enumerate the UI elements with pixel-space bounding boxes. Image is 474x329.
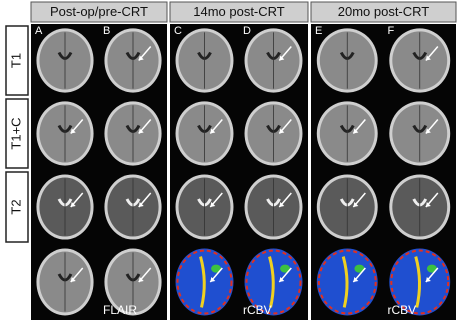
rcbv-hotspot — [414, 256, 421, 308]
arrow-head — [353, 128, 359, 134]
arrow-head — [210, 277, 216, 282]
rcbv-green — [280, 264, 291, 273]
arrow-head — [353, 202, 359, 207]
arrow-head — [425, 202, 431, 207]
panel-letter: C — [174, 25, 182, 37]
rcbv-rim — [245, 249, 302, 315]
rcbv-hotspot — [341, 256, 349, 308]
sequence-label: FLAIR — [103, 303, 137, 317]
column-header: Post-op/pre-CRT — [50, 4, 148, 19]
arrow-head — [279, 128, 285, 134]
rcbv-green — [211, 264, 222, 273]
arrow-head — [70, 277, 76, 282]
arrow-head — [279, 277, 285, 282]
row-label: T1 — [8, 53, 23, 68]
arrow-head — [210, 202, 216, 207]
arrow-head — [138, 55, 144, 61]
header-box — [310, 1, 457, 23]
arrow-head — [425, 128, 431, 134]
header-box — [30, 1, 168, 23]
header-box — [169, 1, 309, 23]
sequence-label: rCBV — [388, 303, 417, 317]
panel-letter: B — [103, 25, 110, 37]
rcbv-rim — [176, 249, 233, 315]
rcbv-rim — [317, 249, 377, 315]
arrow-head — [138, 277, 144, 282]
row-bracket — [5, 25, 29, 96]
arrow-head — [138, 202, 144, 207]
arrow-head — [279, 202, 285, 207]
arrow-head — [210, 128, 216, 134]
panel-letter: D — [243, 25, 251, 37]
row-label: T2 — [8, 199, 23, 214]
arrow-head — [279, 55, 285, 61]
column-header: 20mo post-CRT — [338, 4, 430, 19]
sequence-label: rCBV — [243, 303, 272, 317]
arrow-head — [425, 55, 431, 61]
arrow-head — [425, 277, 431, 282]
rcbv-rim — [390, 249, 450, 315]
rcbv-green — [426, 264, 437, 273]
panel-letter: E — [315, 25, 322, 37]
row-bracket — [5, 171, 29, 243]
rcbv-green — [354, 264, 365, 273]
arrow-head — [353, 277, 359, 282]
row-label: T1+C — [8, 117, 23, 149]
arrow-head — [70, 202, 76, 207]
rcbv-hotspot — [199, 256, 206, 308]
arrow-head — [138, 128, 144, 134]
column-header: 14mo post-CRT — [193, 4, 285, 19]
row-bracket — [5, 98, 29, 169]
rcbv-hotspot — [268, 256, 275, 308]
arrow-head — [70, 128, 76, 134]
panel-letter: A — [35, 25, 43, 37]
panel-letter: F — [388, 25, 395, 37]
